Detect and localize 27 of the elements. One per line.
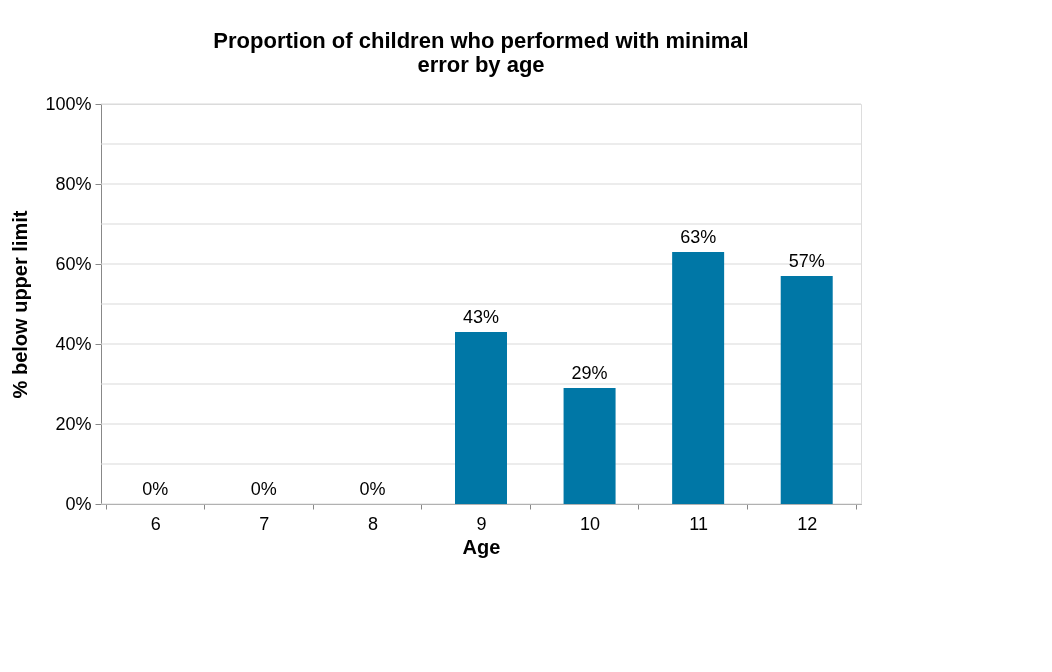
y-tick-label: 0%: [65, 493, 92, 514]
y-tick-label: 60%: [55, 253, 92, 274]
data-label: 57%: [788, 251, 825, 271]
data-label: 43%: [462, 307, 500, 327]
x-tick-label: 11: [689, 513, 708, 534]
chart-title: Proportion of children who performed with minimal error by age: [213, 28, 749, 77]
data-label: 63%: [680, 227, 717, 247]
y-tick-label: 80%: [55, 173, 92, 194]
data-label: 0%: [142, 479, 169, 499]
x-tick-label: 9: [476, 513, 487, 534]
data-label: 29%: [571, 363, 608, 383]
bar: [672, 252, 725, 504]
x-tick-label: 10: [580, 513, 601, 534]
bar: [563, 388, 616, 504]
y-tick-label: 20%: [55, 413, 92, 434]
x-axis-title: Age: [462, 535, 501, 558]
x-tick-label: 12: [797, 513, 818, 534]
bar: [780, 276, 833, 504]
x-tick-label: 8: [367, 513, 378, 534]
y-axis-title: % below upper limit: [9, 210, 32, 399]
x-tick-label: 7: [259, 513, 270, 534]
data-label: 0%: [250, 479, 277, 499]
data-label: 0%: [359, 479, 386, 499]
x-tick-label: 6: [150, 513, 161, 534]
bar: [455, 332, 507, 504]
y-tick-label: 100%: [45, 93, 92, 114]
y-tick-label: 40%: [55, 333, 92, 354]
